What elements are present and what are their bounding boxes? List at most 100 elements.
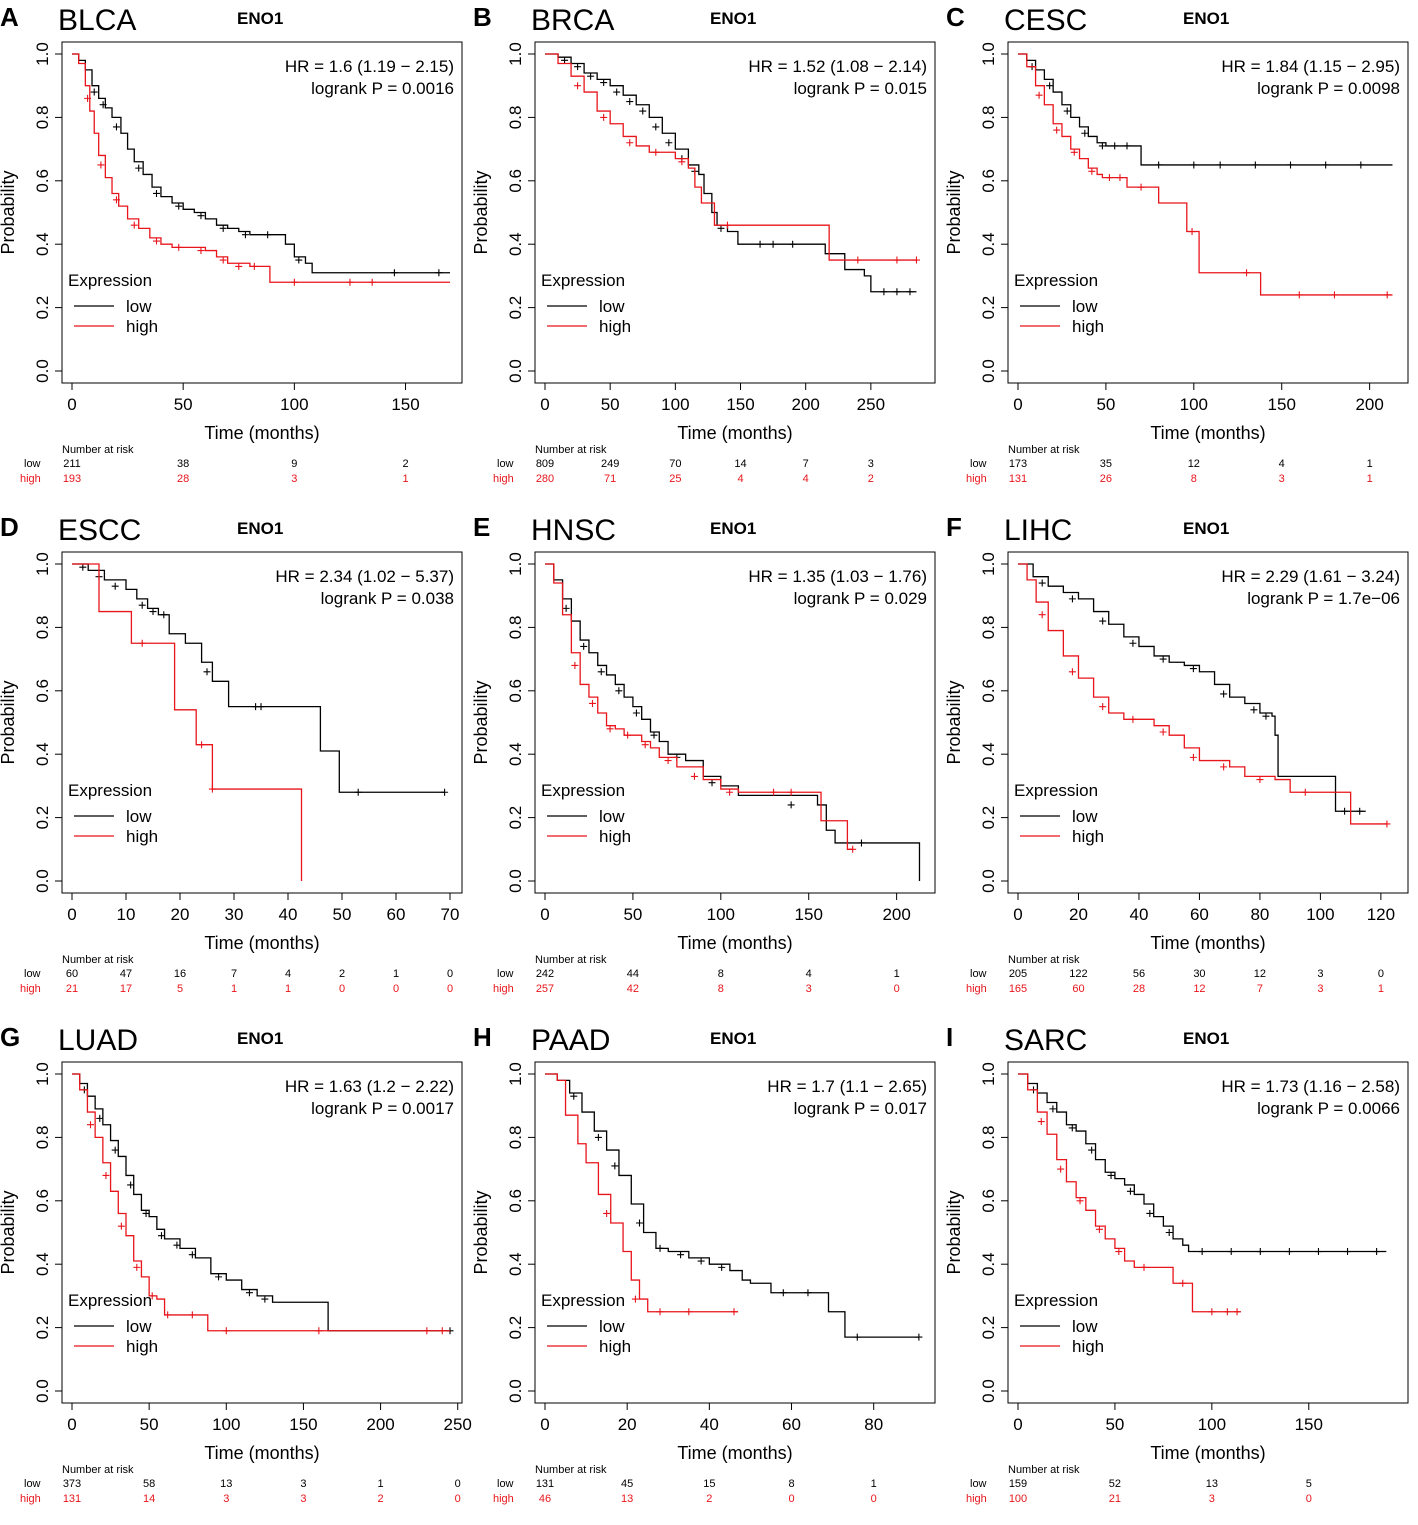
logrank-p-text: logrank P = 1.7e−06 bbox=[1247, 589, 1400, 608]
risk-row-label-low: low bbox=[24, 968, 41, 980]
y-tick-label: 1.0 bbox=[979, 552, 998, 576]
censor-mark-high bbox=[1037, 1118, 1045, 1126]
censor-mark-high bbox=[188, 1311, 196, 1319]
risk-row-label-high: high bbox=[493, 473, 514, 485]
risk-value-high: 0 bbox=[393, 983, 399, 995]
legend-label-low: low bbox=[126, 1317, 152, 1336]
gene-label: ENO1 bbox=[237, 9, 283, 28]
risk-value-high: 1 bbox=[231, 983, 237, 995]
censor-mark-low bbox=[1126, 1187, 1134, 1195]
risk-value-low: 173 bbox=[1009, 458, 1027, 470]
risk-value-low: 45 bbox=[621, 1478, 633, 1490]
censor-mark-low bbox=[175, 202, 183, 210]
censor-mark-low bbox=[597, 668, 605, 676]
risk-table-header: Number at risk bbox=[62, 1464, 134, 1476]
logrank-p-text: logrank P = 0.017 bbox=[794, 1099, 927, 1118]
censor-mark-low bbox=[111, 582, 119, 590]
censor-mark-low bbox=[1256, 1248, 1264, 1256]
risk-table-header: Number at risk bbox=[535, 444, 607, 456]
risk-value-high: 4 bbox=[737, 473, 743, 485]
survival-curve-low bbox=[545, 563, 921, 881]
km-panel-brca: B BRCA ENO1 0.0 0.2 0.4 0.6 0.8 1.0 Probability 0 5… bbox=[471, 0, 945, 505]
risk-value-low: 47 bbox=[120, 968, 132, 980]
censor-mark-high bbox=[1115, 1248, 1123, 1256]
legend-title: Expression bbox=[541, 1291, 625, 1310]
legend-title: Expression bbox=[1014, 781, 1098, 800]
censor-mark-high bbox=[438, 1327, 446, 1335]
censor-mark-low bbox=[354, 788, 362, 796]
plot-frame bbox=[1007, 41, 1409, 384]
censor-mark-low bbox=[1068, 1124, 1076, 1132]
gene-label: ENO1 bbox=[1183, 519, 1229, 538]
censor-mark-high bbox=[1137, 183, 1145, 191]
censor-mark-low bbox=[1111, 142, 1119, 150]
logrank-p-text: logrank P = 0.0016 bbox=[311, 79, 454, 98]
risk-value-low: 52 bbox=[1109, 1478, 1121, 1490]
censor-mark-high bbox=[624, 731, 632, 739]
risk-value-high: 3 bbox=[1317, 983, 1323, 995]
y-tick-label: 0.0 bbox=[33, 359, 52, 383]
censor-mark-high bbox=[1057, 1165, 1065, 1173]
gene-label: ENO1 bbox=[710, 519, 756, 538]
km-plot-svg: H PAAD ENO1 0.0 0.2 0.4 0.6 0.8 1.0 Probability 0 2… bbox=[471, 1022, 936, 1505]
x-tick-label: 150 bbox=[795, 905, 823, 924]
censor-mark-high bbox=[175, 243, 183, 251]
risk-value-high: 131 bbox=[63, 1493, 81, 1505]
y-tick-label: 0.6 bbox=[506, 1189, 525, 1213]
censor-mark-high bbox=[1330, 291, 1338, 299]
hazard-ratio-text: HR = 2.29 (1.61 − 3.24) bbox=[1221, 567, 1400, 586]
risk-value-high: 26 bbox=[1100, 473, 1112, 485]
km-panel-luad: G LUAD ENO1 0.0 0.2 0.4 0.6 0.8 1.0 Probability 0 5… bbox=[0, 1020, 472, 1525]
survival-curve-high bbox=[545, 1073, 739, 1313]
censor-mark-high bbox=[787, 788, 795, 796]
censor-mark-high bbox=[130, 221, 138, 229]
censor-mark-high bbox=[893, 256, 901, 264]
km-plot-svg: G LUAD ENO1 0.0 0.2 0.4 0.6 0.8 1.0 Probability 0 5… bbox=[0, 1022, 472, 1505]
censor-mark-high bbox=[1038, 611, 1046, 619]
censor-mark-high bbox=[208, 785, 216, 793]
y-tick-label: 0.4 bbox=[506, 742, 525, 766]
risk-value-low: 14 bbox=[734, 458, 746, 470]
x-tick-label: 100 bbox=[280, 395, 308, 414]
survival-curve-low bbox=[1018, 1073, 1387, 1253]
censor-mark-high bbox=[198, 741, 206, 749]
x-tick-label: 0 bbox=[540, 905, 549, 924]
censor-mark-high bbox=[315, 1327, 323, 1335]
y-axis-label: Probability bbox=[944, 1190, 964, 1274]
censor-mark-high bbox=[84, 94, 92, 102]
risk-row-label-high: high bbox=[493, 983, 514, 995]
censor-mark-low bbox=[435, 269, 443, 277]
censor-mark-high bbox=[1223, 1308, 1231, 1316]
logrank-p-text: logrank P = 0.0098 bbox=[1257, 79, 1400, 98]
legend-label-high: high bbox=[1072, 1337, 1104, 1356]
censor-mark-low bbox=[441, 788, 449, 796]
risk-value-high: 3 bbox=[223, 1493, 229, 1505]
gene-label: ENO1 bbox=[1183, 9, 1229, 28]
censor-mark-low bbox=[1251, 161, 1259, 169]
risk-table-header: Number at risk bbox=[62, 954, 134, 966]
y-tick-label: 0.6 bbox=[33, 1189, 52, 1213]
censor-mark-low bbox=[580, 642, 588, 650]
censor-mark-high bbox=[1189, 753, 1197, 761]
y-tick-label: 0.2 bbox=[33, 296, 52, 320]
risk-value-high: 3 bbox=[806, 983, 812, 995]
y-axis-label: Probability bbox=[0, 680, 18, 764]
censor-mark-low bbox=[1198, 1248, 1206, 1256]
y-tick-label: 0.8 bbox=[506, 1126, 525, 1150]
censor-mark-high bbox=[152, 237, 160, 245]
km-plot-svg: C CESC ENO1 0.0 0.2 0.4 0.6 0.8 1.0 Probability 0 5… bbox=[944, 2, 1409, 485]
legend-title: Expression bbox=[1014, 1291, 1098, 1310]
censor-mark-low bbox=[652, 123, 660, 131]
risk-table-header: Number at risk bbox=[62, 444, 134, 456]
x-axis-label: Time (months) bbox=[677, 423, 792, 443]
x-tick-label: 100 bbox=[1306, 905, 1334, 924]
censor-mark-low bbox=[111, 1146, 119, 1154]
censor-mark-low bbox=[1038, 579, 1046, 587]
survival-curve-low bbox=[72, 1073, 450, 1332]
x-tick-label: 60 bbox=[1190, 905, 1209, 924]
censor-mark-low bbox=[574, 63, 582, 71]
risk-value-high: 257 bbox=[536, 983, 554, 995]
x-tick-label: 60 bbox=[782, 1415, 801, 1434]
censor-mark-high bbox=[290, 278, 298, 286]
